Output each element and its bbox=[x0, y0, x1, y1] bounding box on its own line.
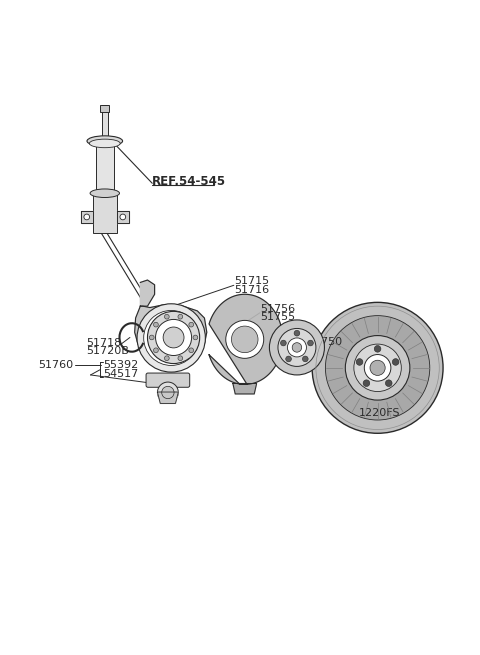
Bar bbox=[100, 105, 109, 111]
Ellipse shape bbox=[90, 189, 120, 198]
Circle shape bbox=[144, 310, 199, 365]
Circle shape bbox=[178, 356, 183, 361]
Circle shape bbox=[374, 346, 381, 352]
Circle shape bbox=[157, 382, 179, 403]
Circle shape bbox=[162, 386, 174, 399]
Text: 51720B: 51720B bbox=[86, 346, 129, 356]
Circle shape bbox=[120, 214, 126, 220]
Polygon shape bbox=[117, 212, 129, 223]
Circle shape bbox=[189, 348, 193, 352]
Bar bbox=[102, 105, 108, 140]
Text: 1220FS: 1220FS bbox=[359, 408, 400, 418]
Text: 51760: 51760 bbox=[38, 360, 73, 371]
Circle shape bbox=[178, 314, 183, 319]
Circle shape bbox=[385, 380, 392, 386]
Circle shape bbox=[165, 356, 169, 361]
Circle shape bbox=[356, 359, 363, 365]
Circle shape bbox=[302, 356, 308, 362]
Circle shape bbox=[154, 348, 158, 352]
Circle shape bbox=[325, 316, 430, 420]
Circle shape bbox=[280, 340, 286, 346]
Text: 51750: 51750 bbox=[307, 337, 343, 346]
Bar bbox=[93, 194, 117, 233]
Circle shape bbox=[189, 322, 193, 327]
Bar bbox=[96, 144, 114, 195]
Ellipse shape bbox=[87, 136, 122, 146]
Text: 51755: 51755 bbox=[260, 312, 295, 322]
Polygon shape bbox=[233, 383, 257, 394]
Text: 54517: 54517 bbox=[103, 369, 139, 379]
Text: REF.54-545: REF.54-545 bbox=[152, 176, 227, 189]
Text: 51715: 51715 bbox=[234, 276, 269, 286]
Polygon shape bbox=[157, 392, 179, 403]
Circle shape bbox=[392, 359, 399, 365]
Circle shape bbox=[308, 340, 313, 346]
Ellipse shape bbox=[89, 139, 120, 147]
Circle shape bbox=[294, 330, 300, 336]
Circle shape bbox=[147, 311, 200, 364]
FancyBboxPatch shape bbox=[146, 373, 190, 387]
Text: 51712: 51712 bbox=[349, 362, 384, 371]
Text: 51752: 51752 bbox=[290, 346, 325, 357]
Circle shape bbox=[137, 304, 205, 372]
Circle shape bbox=[154, 322, 158, 327]
Circle shape bbox=[292, 343, 301, 352]
Circle shape bbox=[312, 303, 443, 434]
Circle shape bbox=[193, 335, 198, 340]
Circle shape bbox=[269, 320, 324, 375]
Circle shape bbox=[278, 328, 316, 366]
Circle shape bbox=[231, 326, 258, 352]
Text: 51716: 51716 bbox=[234, 284, 269, 295]
Circle shape bbox=[286, 356, 291, 362]
Circle shape bbox=[165, 314, 169, 319]
Polygon shape bbox=[81, 212, 93, 223]
Polygon shape bbox=[209, 294, 283, 384]
Circle shape bbox=[226, 320, 264, 358]
Circle shape bbox=[288, 338, 306, 357]
Polygon shape bbox=[135, 305, 207, 362]
Circle shape bbox=[363, 380, 370, 386]
Polygon shape bbox=[140, 280, 155, 306]
Circle shape bbox=[364, 354, 391, 381]
Circle shape bbox=[370, 360, 385, 375]
Circle shape bbox=[149, 335, 154, 340]
Text: 55392: 55392 bbox=[103, 360, 139, 371]
Text: 51718: 51718 bbox=[86, 338, 121, 348]
Circle shape bbox=[156, 320, 192, 356]
Circle shape bbox=[84, 214, 90, 220]
Circle shape bbox=[163, 327, 184, 348]
Circle shape bbox=[345, 335, 410, 400]
Text: 51756: 51756 bbox=[260, 303, 295, 314]
Circle shape bbox=[354, 344, 401, 392]
